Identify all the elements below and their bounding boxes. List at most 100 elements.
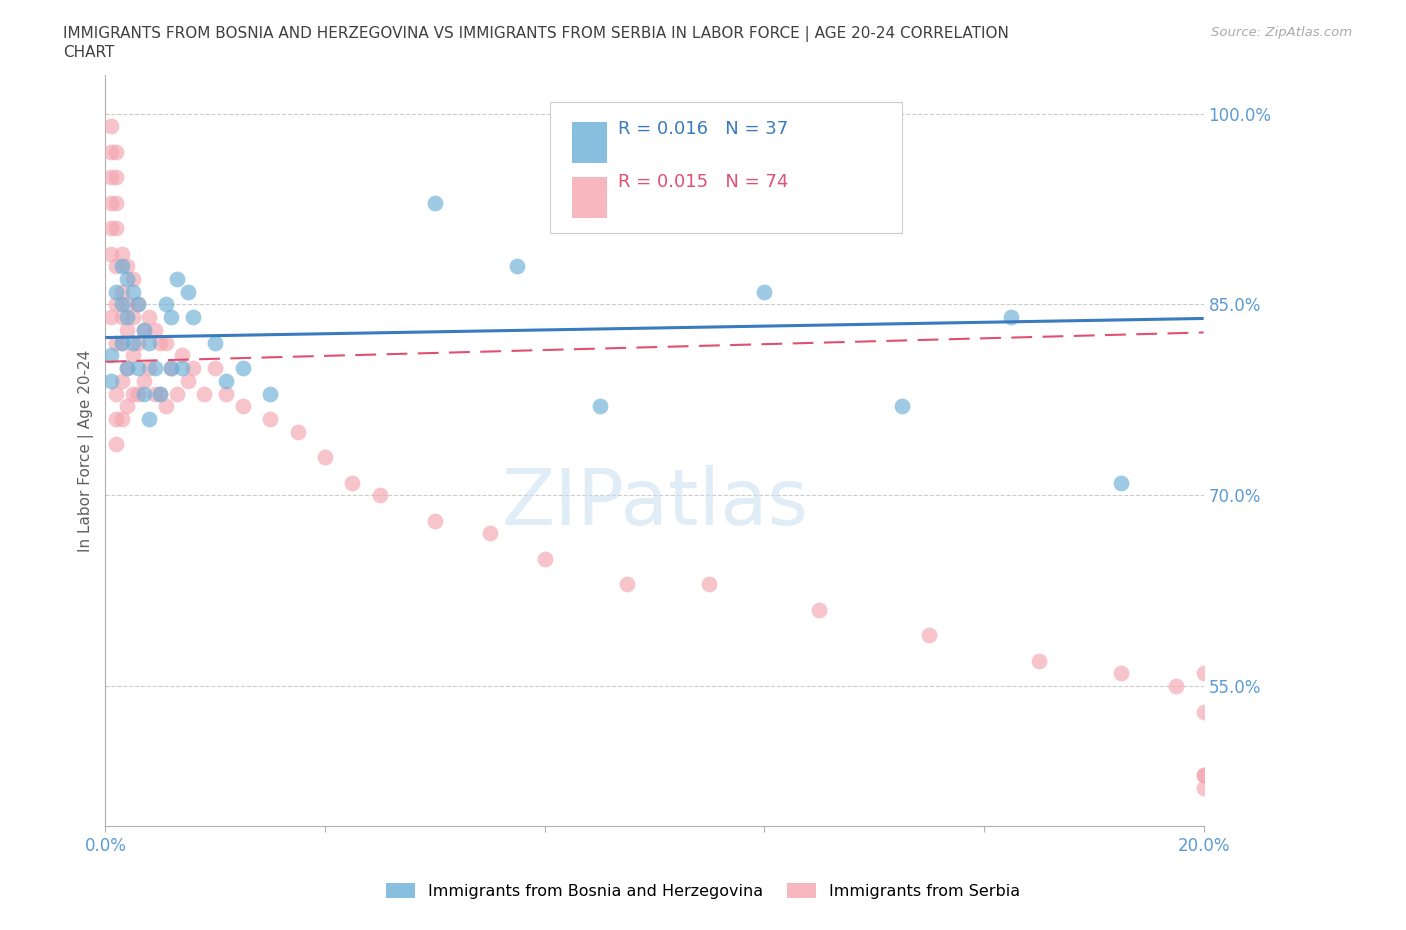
Text: R = 0.015   N = 74: R = 0.015 N = 74 <box>619 173 789 191</box>
Point <box>105 285 128 299</box>
Point <box>100 220 122 235</box>
Point <box>138 361 160 376</box>
Point <box>111 412 134 427</box>
Point <box>259 386 281 401</box>
Point <box>1192 768 1215 783</box>
Point <box>105 412 128 427</box>
Point <box>143 361 166 376</box>
Point <box>100 119 122 134</box>
Point <box>117 297 139 312</box>
Text: IMMIGRANTS FROM BOSNIA AND HERZEGOVINA VS IMMIGRANTS FROM SERBIA IN LABOR FORCE : IMMIGRANTS FROM BOSNIA AND HERZEGOVINA V… <box>63 26 1010 42</box>
Point <box>287 424 309 439</box>
Point <box>423 195 446 210</box>
Point <box>172 361 194 376</box>
FancyBboxPatch shape <box>550 101 901 233</box>
Point <box>127 297 149 312</box>
Point <box>149 386 172 401</box>
Point <box>160 310 183 325</box>
Point <box>259 412 281 427</box>
Point <box>533 551 555 566</box>
Point <box>155 297 177 312</box>
Point <box>100 195 122 210</box>
Point <box>105 335 128 350</box>
Point <box>117 259 139 273</box>
Point <box>105 195 128 210</box>
Point <box>132 373 155 388</box>
Y-axis label: In Labor Force | Age 20-24: In Labor Force | Age 20-24 <box>79 350 94 551</box>
Point <box>100 144 122 159</box>
Point <box>181 361 204 376</box>
Point <box>111 297 134 312</box>
Point <box>105 144 128 159</box>
Point <box>177 285 200 299</box>
Point <box>138 412 160 427</box>
Point <box>111 259 134 273</box>
FancyBboxPatch shape <box>572 177 607 218</box>
Point <box>121 335 143 350</box>
Point <box>105 437 128 452</box>
Point <box>1109 666 1132 681</box>
Point <box>100 246 122 261</box>
Point <box>1166 679 1188 694</box>
Point <box>232 361 254 376</box>
Point <box>121 272 143 286</box>
Point <box>155 335 177 350</box>
Point <box>121 386 143 401</box>
Point <box>105 297 128 312</box>
Point <box>117 272 139 286</box>
Point <box>100 373 122 388</box>
Point <box>117 399 139 414</box>
Point <box>105 386 128 401</box>
Point <box>111 335 134 350</box>
Point <box>111 373 134 388</box>
Point <box>105 259 128 273</box>
Point <box>166 386 188 401</box>
Point <box>177 373 200 388</box>
Point <box>166 272 188 286</box>
Point <box>105 220 128 235</box>
Point <box>111 246 134 261</box>
Point <box>215 373 238 388</box>
Point <box>127 386 149 401</box>
Point <box>121 310 143 325</box>
Point <box>616 577 638 591</box>
Point <box>105 170 128 185</box>
Text: ZIPatlas: ZIPatlas <box>501 465 808 541</box>
Point <box>193 386 215 401</box>
Point <box>117 361 139 376</box>
Point <box>132 323 155 338</box>
Point <box>132 323 155 338</box>
Point <box>149 386 172 401</box>
Point <box>890 399 912 414</box>
Point <box>232 399 254 414</box>
Point <box>1192 666 1215 681</box>
Point <box>138 310 160 325</box>
Point <box>1000 310 1022 325</box>
Point <box>342 475 364 490</box>
Point <box>506 259 529 273</box>
Point <box>478 526 501 541</box>
Point <box>181 310 204 325</box>
Text: Source: ZipAtlas.com: Source: ZipAtlas.com <box>1212 26 1353 39</box>
Point <box>127 335 149 350</box>
Point <box>100 348 122 363</box>
Point <box>1028 653 1050 668</box>
Point <box>423 513 446 528</box>
Point <box>699 577 721 591</box>
Point <box>160 361 183 376</box>
Point <box>127 361 149 376</box>
Point <box>111 310 134 325</box>
Point <box>100 310 122 325</box>
Point <box>1192 768 1215 783</box>
Point <box>117 310 139 325</box>
Point <box>149 335 172 350</box>
Point <box>172 348 194 363</box>
Text: CHART: CHART <box>63 45 115 60</box>
Point <box>204 361 226 376</box>
Point <box>1192 704 1215 719</box>
Point <box>368 488 391 503</box>
Point <box>314 450 336 465</box>
Point <box>215 386 238 401</box>
Point <box>117 323 139 338</box>
Point <box>138 335 160 350</box>
